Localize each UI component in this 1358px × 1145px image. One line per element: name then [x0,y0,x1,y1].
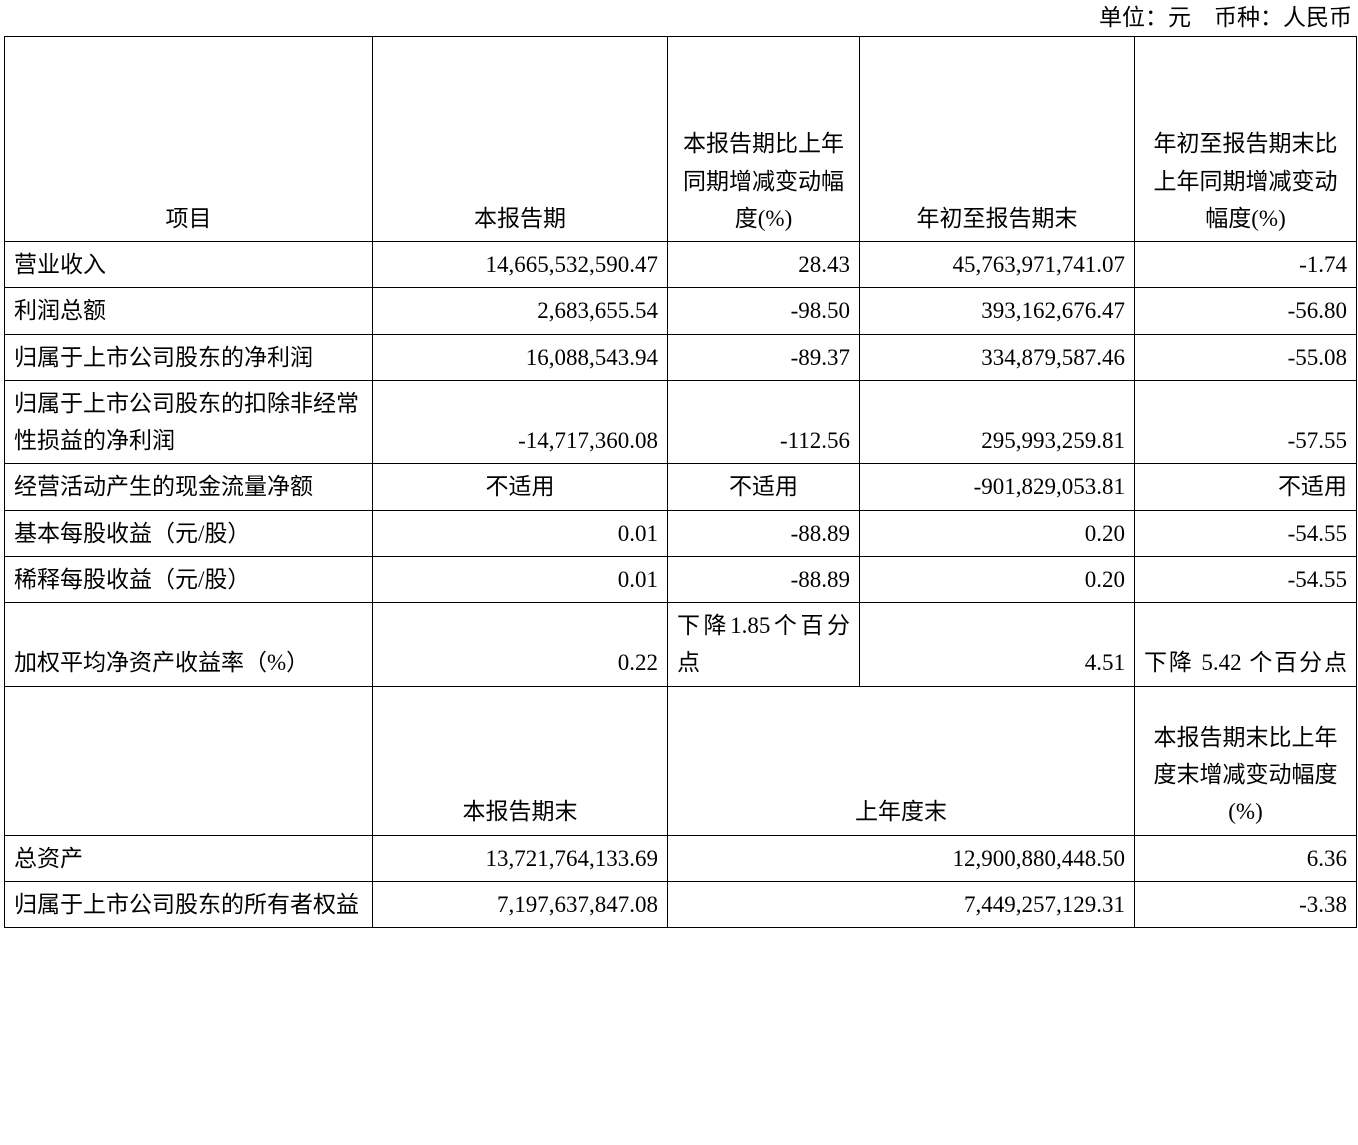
header-ytd-change: 年初至报告期末比上年同期增减变动幅度(%) [1134,36,1357,242]
table-row: 利润总额 2,683,655.54 -98.50 393,162,676.47 … [4,287,1357,335]
cell-roe-ytd-change: 下降 5.42 个百分点 [1134,602,1357,687]
unit-currency-note: 单位：元 币种：人民币 [1099,5,1352,30]
cell-total-profit-current-change: -98.50 [667,287,860,335]
cell-total-profit-current: 2,683,655.54 [372,287,668,335]
cell-roe-current-change: 下降1.85个百分点 [667,602,860,687]
cell-total-assets-change: 6.36 [1134,834,1357,882]
financial-summary-table: 项目 本报告期 本报告期比上年同期增减变动幅度(%) 年初至报告期末 年初至报告… [4,36,1357,929]
table-row: 总资产 13,721,764,133.69 12,900,880,448.50 … [4,834,1357,882]
cell-nr-net-profit-ytd: 295,993,259.81 [859,379,1135,465]
cell-net-profit-ytd-change: -55.08 [1134,333,1357,381]
cell-ocf-ytd: -901,829,053.81 [859,463,1135,511]
cell-revenue-ytd: 45,763,971,741.07 [859,240,1135,289]
table-row: 经营活动产生的现金流量净额 不适用 不适用 -901,829,053.81 不适… [4,463,1357,511]
cell-equity-period-end: 7,197,637,847.08 [372,880,668,929]
row-label-net-profit: 归属于上市公司股东的净利润 [4,333,373,381]
row-label-operating-cash-flow: 经营活动产生的现金流量净额 [4,463,373,511]
cell-ocf-ytd-change: 不适用 [1134,463,1357,511]
cell-nr-net-profit-current: -14,717,360.08 [372,379,668,465]
cell-ocf-current: 不适用 [372,463,668,511]
cell-revenue-ytd-change: -1.74 [1134,240,1357,289]
row-label-basic-eps: 基本每股收益（元/股） [4,509,373,557]
cell-equity-change: -3.38 [1134,880,1357,929]
cell-basic-eps-ytd-change: -54.55 [1134,509,1357,557]
cell-nr-net-profit-current-change: -112.56 [667,379,860,465]
cell-diluted-eps-ytd-change: -54.55 [1134,555,1357,604]
cell-diluted-eps-ytd: 0.20 [859,555,1135,604]
table-header-row: 项目 本报告期 本报告期比上年同期增减变动幅度(%) 年初至报告期末 年初至报告… [4,36,1357,242]
header-current-period-change: 本报告期比上年同期增减变动幅度(%) [667,36,860,242]
cell-roe-current: 0.22 [372,602,668,687]
cell-total-profit-ytd: 393,162,676.47 [859,287,1135,335]
cell-basic-eps-current-change: -88.89 [667,509,860,557]
cell-basic-eps-ytd: 0.20 [859,509,1135,557]
cell-revenue-current: 14,665,532,590.47 [372,240,668,289]
row-label-net-profit-excl-nonrecurring: 归属于上市公司股东的扣除非经常性损益的净利润 [4,379,373,465]
cell-net-profit-current: 16,088,543.94 [372,333,668,381]
table-row: 归属于上市公司股东的净利润 16,088,543.94 -89.37 334,8… [4,333,1357,381]
cell-diluted-eps-current-change: -88.89 [667,555,860,604]
balance-header-blank [4,685,373,836]
cell-net-profit-ytd: 334,879,587.46 [859,333,1135,381]
cell-total-assets-last-year-end: 12,900,880,448.50 [667,834,1135,882]
table-row: 基本每股收益（元/股） 0.01 -88.89 0.20 -54.55 [4,509,1357,557]
table-row: 稀释每股收益（元/股） 0.01 -88.89 0.20 -54.55 [4,555,1357,604]
cell-ocf-current-change: 不适用 [667,463,860,511]
row-label-total-profit: 利润总额 [4,287,373,335]
cell-net-profit-current-change: -89.37 [667,333,860,381]
table-row: 加权平均净资产收益率（%） 0.22 下降1.85个百分点 4.51 下降 5.… [4,602,1357,687]
cell-nr-net-profit-ytd-change: -57.55 [1134,379,1357,465]
row-label-total-assets: 总资产 [4,834,373,882]
row-label-revenue: 营业收入 [4,240,373,289]
cell-equity-last-year-end: 7,449,257,129.31 [667,880,1135,929]
cell-diluted-eps-current: 0.01 [372,555,668,604]
cell-basic-eps-current: 0.01 [372,509,668,557]
row-label-weighted-roe: 加权平均净资产收益率（%） [4,602,373,687]
table-row: 归属于上市公司股东的所有者权益 7,197,637,847.08 7,449,2… [4,880,1357,929]
row-label-equity: 归属于上市公司股东的所有者权益 [4,880,373,929]
balance-header-period-end: 本报告期末 [372,685,668,836]
row-label-diluted-eps: 稀释每股收益（元/股） [4,555,373,604]
cell-roe-ytd: 4.51 [859,602,1135,687]
balance-header-last-year-end: 上年度末 [667,685,1135,836]
balance-header-row: 本报告期末 上年度末 本报告期末比上年度末增减变动幅度(%) [4,685,1357,836]
cell-total-profit-ytd-change: -56.80 [1134,287,1357,335]
header-current-period: 本报告期 [372,36,668,242]
table-row: 归属于上市公司股东的扣除非经常性损益的净利润 -14,717,360.08 -1… [4,379,1357,465]
header-ytd: 年初至报告期末 [859,36,1135,242]
cell-total-assets-period-end: 13,721,764,133.69 [372,834,668,882]
header-item: 项目 [4,36,373,242]
balance-header-change: 本报告期末比上年度末增减变动幅度(%) [1134,685,1357,836]
table-row: 营业收入 14,665,532,590.47 28.43 45,763,971,… [4,240,1357,289]
cell-revenue-current-change: 28.43 [667,240,860,289]
